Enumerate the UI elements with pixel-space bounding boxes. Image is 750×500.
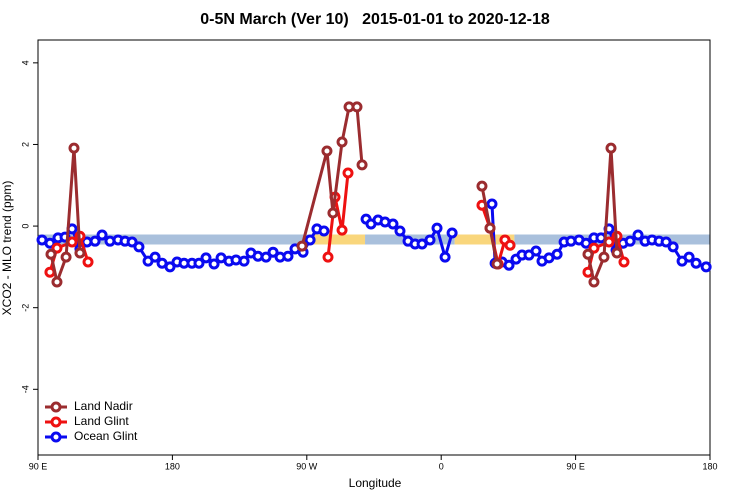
- point: [624, 235, 636, 247]
- x-axis-label: Longitude: [349, 476, 402, 490]
- point: [51, 276, 63, 288]
- point: [416, 238, 428, 250]
- point: [304, 234, 316, 246]
- point: [387, 218, 399, 230]
- point: [96, 229, 108, 241]
- point: [446, 227, 458, 239]
- point: [588, 242, 600, 254]
- y-tick-label: 0: [20, 224, 30, 229]
- y-tick-label: 4: [20, 60, 30, 65]
- point: [267, 246, 279, 258]
- point: [336, 224, 348, 236]
- chart-title: 0-5N March (Ver 10) 2015-01-01 to 2020-1…: [200, 11, 550, 28]
- point: [336, 136, 348, 148]
- point: [193, 257, 205, 269]
- x-tick-label: 180: [702, 461, 717, 471]
- point: [322, 251, 334, 263]
- point: [89, 235, 101, 247]
- point: [486, 198, 498, 210]
- point: [660, 236, 672, 248]
- point: [605, 142, 617, 154]
- plot-frame: [37, 39, 711, 456]
- point: [632, 229, 644, 241]
- x-tick-label: 180: [165, 461, 180, 471]
- legend-label: Ocean Glint: [74, 429, 138, 443]
- point: [618, 256, 630, 268]
- legend-marker: [50, 401, 62, 413]
- point: [342, 167, 354, 179]
- point: [238, 255, 250, 267]
- legend-marker: [50, 416, 62, 428]
- point: [282, 250, 294, 262]
- point: [484, 222, 496, 234]
- legend-label: Land Glint: [74, 414, 129, 428]
- point: [611, 247, 623, 259]
- point: [318, 225, 330, 237]
- point: [580, 237, 592, 249]
- point: [588, 276, 600, 288]
- point: [683, 251, 695, 263]
- point: [126, 236, 138, 248]
- point: [133, 241, 145, 253]
- y-tick-label: 2: [20, 142, 30, 147]
- point: [491, 258, 503, 270]
- point: [439, 251, 451, 263]
- point: [327, 207, 339, 219]
- point: [208, 258, 220, 270]
- point: [321, 145, 333, 157]
- point: [424, 234, 436, 246]
- point: [296, 240, 308, 252]
- point: [44, 237, 56, 249]
- point: [149, 251, 161, 263]
- point: [351, 101, 363, 113]
- point: [164, 261, 176, 273]
- point: [68, 142, 80, 154]
- point: [582, 248, 594, 260]
- x-tick-label: 0: [439, 461, 444, 471]
- point: [476, 180, 488, 192]
- point: [356, 159, 368, 171]
- point: [431, 222, 443, 234]
- point: [530, 245, 542, 257]
- point: [200, 252, 212, 264]
- x-tick-label: 90 E: [29, 461, 48, 471]
- point: [690, 257, 702, 269]
- point: [667, 241, 679, 253]
- point: [260, 251, 272, 263]
- point: [66, 236, 78, 248]
- y-axis-label: XCO2 - MLO trend (ppm): [0, 181, 14, 316]
- point: [394, 225, 406, 237]
- point: [504, 239, 516, 251]
- point: [551, 248, 563, 260]
- legend-marker: [50, 431, 62, 443]
- point: [74, 247, 86, 259]
- point: [45, 248, 57, 260]
- point: [60, 251, 72, 263]
- y-tick-label: -2: [20, 304, 30, 312]
- point: [503, 259, 515, 271]
- x-tick-label: 90 E: [566, 461, 585, 471]
- point: [598, 251, 610, 263]
- point: [51, 242, 63, 254]
- point: [700, 261, 712, 273]
- y-tick-label: -4: [20, 385, 30, 393]
- x-tick-label: 90 W: [296, 461, 318, 471]
- legend-label: Land Nadir: [74, 399, 133, 413]
- point: [82, 256, 94, 268]
